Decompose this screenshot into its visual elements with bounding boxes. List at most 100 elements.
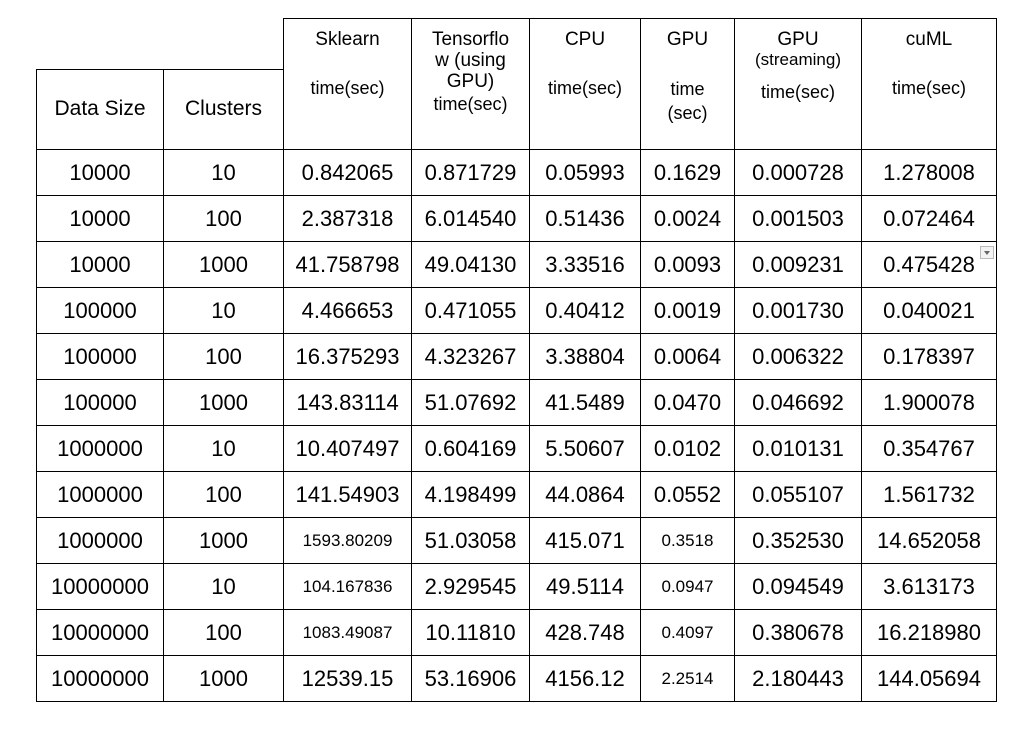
cell-cuml: 1.561732: [861, 471, 997, 518]
cell-cpu: 41.5489: [529, 379, 641, 426]
cell-gpu-streaming: 0.001503: [734, 195, 862, 242]
cell-cpu: 415.071: [529, 517, 641, 564]
cell-clusters: 100: [163, 333, 284, 380]
cell-clusters: 1000: [163, 517, 284, 564]
header-cuml: cuML time(sec): [861, 18, 997, 150]
table-row: 1000000 10 10.407497 0.604169 5.50607 0.0102 0…: [36, 425, 997, 472]
table-row: 1000000 1000 1593.80209 51.03058 415.071 0.35…: [36, 517, 997, 564]
cell-gpu: 0.0102: [640, 425, 735, 472]
header-cpu-title: CPU: [564, 29, 606, 50]
cell-data-size: 100000: [36, 333, 164, 380]
table-row: 10000000 10 104.167836 2.929545 49.5114 0.094…: [36, 563, 997, 610]
cell-sklearn: 1083.49087: [283, 609, 412, 656]
cell-data-size: 10000000: [36, 609, 164, 656]
header-gpu-streaming-unit: time(sec): [760, 82, 835, 102]
header-gpu-unit1: time: [670, 79, 705, 99]
cell-clusters: 100: [163, 609, 284, 656]
cell-gpu-streaming: 0.010131: [734, 425, 862, 472]
cell-gpu-streaming: 0.352530: [734, 517, 862, 564]
cell-gpu-streaming: 0.009231: [734, 241, 862, 288]
cell-cuml[interactable]: 0.475428: [861, 241, 997, 288]
cell-cuml: 16.218980: [861, 609, 997, 656]
cell-clusters: 1000: [163, 655, 284, 702]
cell-sklearn: 1593.80209: [283, 517, 412, 564]
header-tensorflow-line2: w (using: [435, 50, 506, 71]
cell-cuml: 14.652058: [861, 517, 997, 564]
cell-cpu: 0.40412: [529, 287, 641, 334]
cell-data-size: 10000: [36, 241, 164, 288]
table-row: 100000 10 4.466653 0.471055 0.40412 0.0019 0.0…: [36, 287, 997, 334]
table-row: 100000 100 16.375293 4.323267 3.38804 0.0064 0…: [36, 333, 997, 380]
cell-cpu: 428.748: [529, 609, 641, 656]
table-row: 10000 10 0.842065 0.871729 0.05993 0.1629 0.00…: [36, 149, 997, 196]
cell-tensorflow: 53.16906: [411, 655, 530, 702]
cell-gpu: 0.0093: [640, 241, 735, 288]
cell-cuml: 144.05694: [861, 655, 997, 702]
header-clusters: Clusters: [163, 68, 284, 151]
cell-gpu: 0.0019: [640, 287, 735, 334]
cell-gpu-streaming: 0.001730: [734, 287, 862, 334]
cell-tensorflow: 51.03058: [411, 517, 530, 564]
cell-cuml: 1.278008: [861, 149, 997, 196]
cell-clusters: 1000: [163, 379, 284, 426]
cell-data-size: 1000000: [36, 471, 164, 518]
cell-sklearn: 4.466653: [283, 287, 412, 334]
header-gpu-streaming: GPU (streaming) time(sec): [734, 18, 862, 150]
cell-gpu-streaming: 0.000728: [734, 149, 862, 196]
benchmark-table: Sklearn time(sec) Tensorflo w (using GPU…: [36, 18, 997, 702]
header-tensorflow-unit: time(sec): [433, 94, 508, 114]
dropdown-arrow-icon[interactable]: [980, 246, 994, 259]
cell-data-size: 1000000: [36, 517, 164, 564]
cell-gpu: 0.0024: [640, 195, 735, 242]
header-cpu-unit: time(sec): [547, 78, 622, 98]
cell-cpu: 49.5114: [529, 563, 641, 610]
cell-gpu: 0.0947: [640, 563, 735, 610]
cell-tensorflow: 4.323267: [411, 333, 530, 380]
header-gpu-streaming-title: GPU: [777, 29, 819, 50]
table-body: 10000 10 0.842065 0.871729 0.05993 0.1629 0.00…: [36, 149, 997, 702]
cell-data-size: 10000: [36, 149, 164, 196]
cell-tensorflow: 0.471055: [411, 287, 530, 334]
cell-tensorflow: 0.604169: [411, 425, 530, 472]
cell-gpu: 0.1629: [640, 149, 735, 196]
header-data-size: Data Size: [36, 68, 164, 151]
cell-cpu: 44.0864: [529, 471, 641, 518]
cell-clusters: 10: [163, 149, 284, 196]
cell-tensorflow: 49.04130: [411, 241, 530, 288]
cell-gpu-streaming: 2.180443: [734, 655, 862, 702]
cell-cpu: 3.38804: [529, 333, 641, 380]
cell-gpu-streaming: 0.094549: [734, 563, 862, 610]
cell-clusters: 10: [163, 563, 284, 610]
header-cuml-title: cuML: [905, 29, 953, 50]
cell-sklearn: 2.387318: [283, 195, 412, 242]
cell-sklearn: 143.83114: [283, 379, 412, 426]
cell-clusters: 100: [163, 471, 284, 518]
cell-gpu: 0.0064: [640, 333, 735, 380]
table-row: 100000 1000 143.83114 51.07692 41.5489 0.0470…: [36, 379, 997, 426]
cell-clusters: 1000: [163, 241, 284, 288]
cell-clusters: 10: [163, 425, 284, 472]
cell-tensorflow: 2.929545: [411, 563, 530, 610]
header-tensorflow: Tensorflo w (using GPU) time(sec): [411, 18, 530, 150]
cell-clusters: 10: [163, 287, 284, 334]
cell-clusters: 100: [163, 195, 284, 242]
cell-cuml: 0.040021: [861, 287, 997, 334]
header-tensorflow-line3: GPU): [446, 71, 495, 92]
cell-tensorflow: 4.198499: [411, 471, 530, 518]
cell-cpu: 3.33516: [529, 241, 641, 288]
cell-data-size: 100000: [36, 379, 164, 426]
cell-sklearn: 104.167836: [283, 563, 412, 610]
cell-data-size: 1000000: [36, 425, 164, 472]
header-gpu: GPU time (sec): [640, 18, 735, 150]
cell-cuml: 0.178397: [861, 333, 997, 380]
header-cpu: CPU time(sec): [529, 18, 641, 150]
cell-tensorflow: 0.871729: [411, 149, 530, 196]
header-row-bottom: Data Size Clusters: [36, 68, 997, 151]
cell-sklearn: 41.758798: [283, 241, 412, 288]
cell-gpu-streaming: 0.046692: [734, 379, 862, 426]
cell-data-size: 10000000: [36, 655, 164, 702]
header-sklearn-title: Sklearn: [315, 29, 380, 50]
cell-cpu: 0.05993: [529, 149, 641, 196]
cell-gpu-streaming: 0.055107: [734, 471, 862, 518]
cell-cuml: 0.072464: [861, 195, 997, 242]
